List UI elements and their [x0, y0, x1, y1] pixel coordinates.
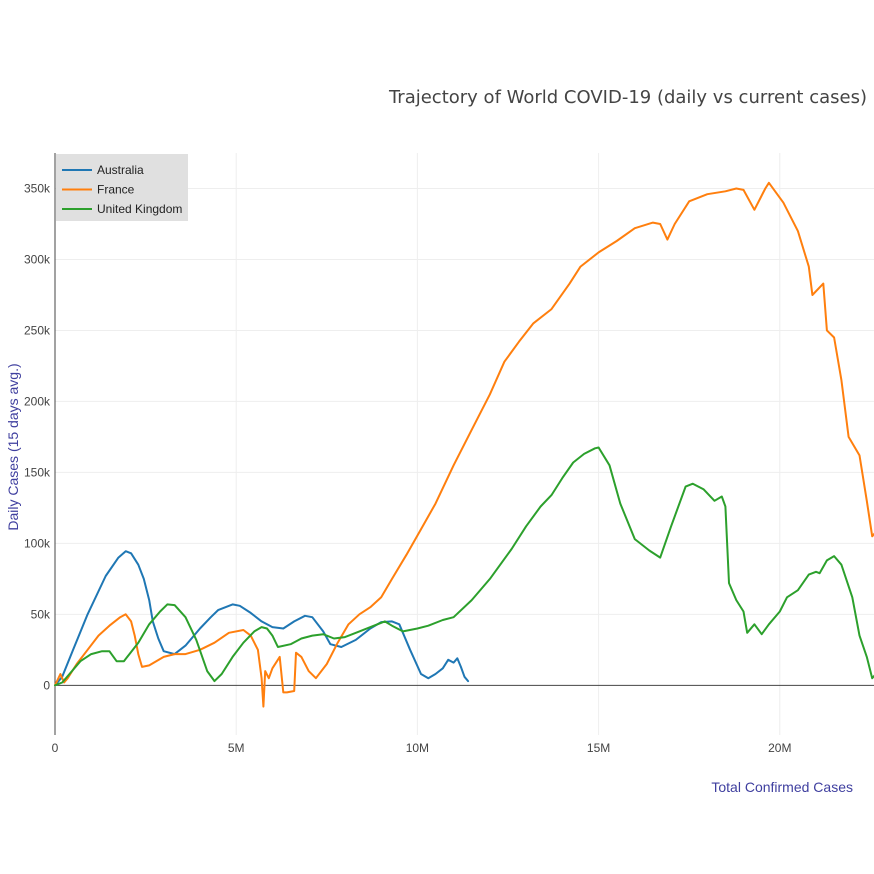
zero-line — [54, 153, 874, 735]
y-tick-label: 250k — [24, 323, 51, 337]
y-tick-label: 150k — [24, 465, 51, 479]
legend-label: United Kingdom — [97, 202, 182, 216]
tick-labels: 0 5M 10M 15M 20M 0 50k 100k 150k 200k 250k 300k 350k — [24, 181, 791, 755]
x-tick-label: 5M — [228, 741, 245, 755]
x-tick-label: 10M — [406, 741, 429, 755]
grid — [55, 153, 874, 735]
legend-label: Australia — [97, 163, 144, 177]
y-tick-label: 350k — [24, 181, 51, 195]
x-tick-label: 15M — [587, 741, 610, 755]
y-tick-label: 50k — [31, 607, 51, 621]
x-tick-label: 20M — [768, 741, 791, 755]
y-tick-label: 100k — [24, 536, 51, 550]
y-tick-label: 0 — [43, 678, 50, 692]
y-axis-title: Daily Cases (15 days avg.) — [5, 363, 21, 530]
series-line-united-kingdom — [54, 446, 874, 687]
legend-label: France — [97, 183, 135, 197]
series-group — [54, 181, 874, 708]
series-line-france — [54, 181, 874, 708]
x-axis-title: Total Confirmed Cases — [711, 779, 853, 795]
y-tick-label: 200k — [24, 394, 51, 408]
legend[interactable]: Australia France United Kingdom — [56, 154, 188, 221]
y-tick-label: 300k — [24, 252, 51, 266]
chart-title: Trajectory of World COVID-19 (daily vs c… — [388, 87, 867, 108]
x-tick-label: 0 — [52, 741, 59, 755]
series-line-australia — [54, 550, 470, 687]
